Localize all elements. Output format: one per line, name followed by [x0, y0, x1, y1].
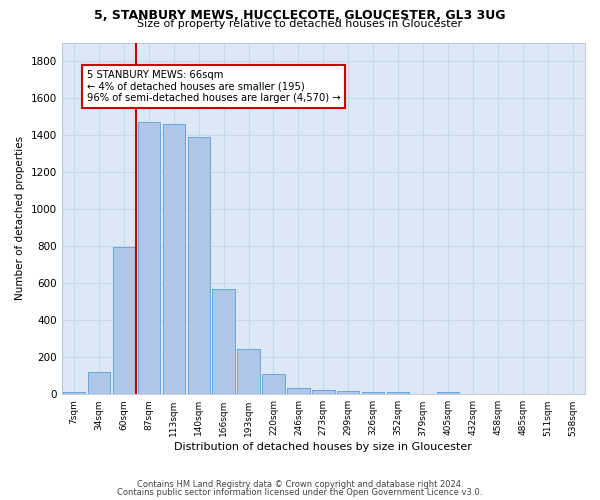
Bar: [387, 392, 409, 394]
Bar: [362, 392, 385, 394]
Bar: [287, 388, 310, 394]
Bar: [312, 390, 335, 394]
Bar: [188, 137, 210, 394]
X-axis label: Distribution of detached houses by size in Gloucester: Distribution of detached houses by size …: [175, 442, 472, 452]
Y-axis label: Number of detached properties: Number of detached properties: [15, 136, 25, 300]
Bar: [212, 289, 235, 395]
Text: Contains public sector information licensed under the Open Government Licence v3: Contains public sector information licen…: [118, 488, 482, 497]
Text: Contains HM Land Registry data © Crown copyright and database right 2024.: Contains HM Land Registry data © Crown c…: [137, 480, 463, 489]
Text: 5, STANBURY MEWS, HUCCLECOTE, GLOUCESTER, GL3 3UG: 5, STANBURY MEWS, HUCCLECOTE, GLOUCESTER…: [94, 9, 506, 22]
Bar: [113, 247, 135, 394]
Text: 5 STANBURY MEWS: 66sqm
← 4% of detached houses are smaller (195)
96% of semi-det: 5 STANBURY MEWS: 66sqm ← 4% of detached …: [86, 70, 340, 104]
Bar: [437, 392, 459, 394]
Bar: [63, 392, 85, 394]
Text: Size of property relative to detached houses in Gloucester: Size of property relative to detached ho…: [137, 19, 463, 29]
Bar: [238, 349, 260, 395]
Bar: [337, 390, 359, 394]
Bar: [163, 124, 185, 394]
Bar: [88, 372, 110, 394]
Bar: [262, 374, 285, 394]
Bar: [137, 122, 160, 394]
